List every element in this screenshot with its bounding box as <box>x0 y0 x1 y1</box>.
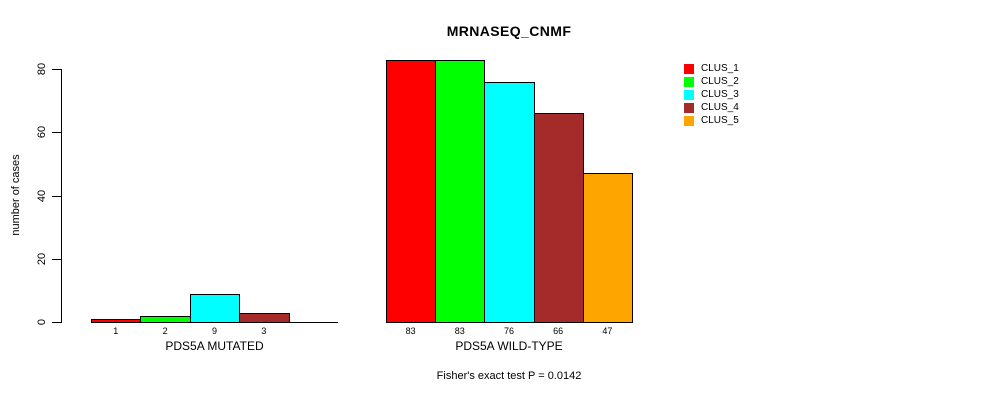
y-axis-tick <box>52 258 61 260</box>
bar-value-label: 66 <box>553 326 564 336</box>
legend-entry-label: CLUS_1 <box>701 63 739 75</box>
bar-value-label: 9 <box>211 326 217 336</box>
bar-value-label: 2 <box>162 326 168 336</box>
bar-value-label: 47 <box>602 326 613 336</box>
bar-value-label: 83 <box>405 326 416 336</box>
bar-clus_2 <box>435 59 486 323</box>
legend: CLUS_1 CLUS_2 CLUS_3 CLUS_4 CLUS_5 <box>684 63 739 127</box>
bar-clus_4 <box>533 113 584 323</box>
group-label: PDS5A WILD-TYPE <box>455 339 563 353</box>
y-axis-tick <box>52 322 61 323</box>
legend-entry: CLUS_5 <box>684 114 739 127</box>
bar-clus_1 <box>91 318 142 323</box>
y-axis-tick-label: 0 <box>36 318 48 326</box>
bar-value-label: 76 <box>503 326 514 336</box>
legend-swatch-clus_1 <box>684 64 694 75</box>
y-axis-tick-label: 40 <box>36 189 48 202</box>
annotation-text: Fisher's exact test P = 0.0142 <box>436 370 582 382</box>
bar-value-label: 3 <box>261 326 267 336</box>
bar-value-label: 1 <box>113 326 119 336</box>
legend-entry-label: CLUS_5 <box>701 114 739 126</box>
legend-entry-label: CLUS_2 <box>701 76 739 88</box>
legend-entry: CLUS_2 <box>684 76 739 89</box>
legend-swatch-clus_2 <box>684 77 694 88</box>
legend-swatch-clus_5 <box>684 115 694 126</box>
y-axis-tick-label: 20 <box>36 252 48 265</box>
legend-entry-label: CLUS_4 <box>701 101 739 113</box>
legend-entry-label: CLUS_3 <box>701 88 739 100</box>
legend-entry: CLUS_3 <box>684 89 739 102</box>
bar-clus_3 <box>484 81 535 323</box>
y-axis-tick <box>52 69 61 70</box>
y-axis-tick-label: 60 <box>36 126 48 139</box>
y-axis-tick <box>52 195 61 197</box>
bar-clus_4 <box>239 312 290 323</box>
bar-value-label: 83 <box>454 326 465 336</box>
bar-clus_5 <box>582 173 633 323</box>
legend-swatch-clus_3 <box>684 89 694 100</box>
y-axis-tick-label: 80 <box>36 62 48 76</box>
y-axis-line <box>61 69 62 323</box>
legend-entry: CLUS_4 <box>684 101 739 114</box>
legend-entry: CLUS_1 <box>684 63 739 76</box>
bar-clus_2 <box>140 315 191 323</box>
legend-swatch-clus_4 <box>684 102 694 113</box>
y-axis-tick <box>52 132 61 134</box>
chart-title: MRNASEQ_CNMF <box>446 23 572 39</box>
bar-clus_3 <box>189 293 241 323</box>
bar-clus_1 <box>386 59 437 323</box>
y-axis-label: number of cases <box>10 154 22 236</box>
group-label: PDS5A MUTATED <box>165 339 264 353</box>
